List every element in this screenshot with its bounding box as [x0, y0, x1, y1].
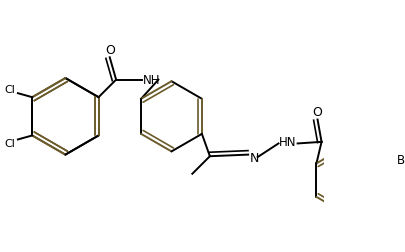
Text: Cl: Cl	[4, 85, 15, 95]
Text: HN: HN	[279, 136, 296, 149]
Text: NH: NH	[143, 74, 160, 87]
Text: N: N	[249, 151, 258, 164]
Text: Br: Br	[396, 153, 405, 166]
Text: O: O	[312, 106, 322, 119]
Text: O: O	[104, 44, 114, 57]
Text: Cl: Cl	[4, 139, 15, 149]
